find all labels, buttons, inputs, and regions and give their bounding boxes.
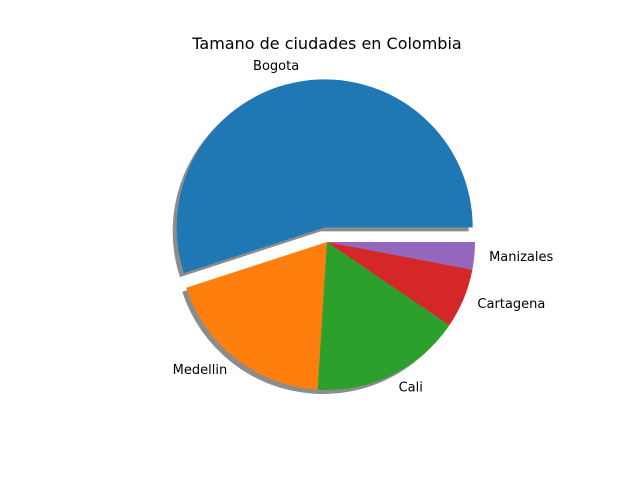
slice-labels: Bogota Medellin Cali Cartagena Manizales	[173, 59, 554, 396]
slice-medellin	[186, 242, 327, 390]
chart-title: Tamano de ciudades en Colombia	[191, 34, 461, 53]
slice-label-cartagena: Cartagena	[477, 297, 545, 312]
pie-slices	[176, 79, 475, 390]
slice-manizales	[327, 242, 475, 270]
slice-cali	[317, 242, 450, 390]
slice-label-bogota: Bogota	[253, 59, 299, 74]
slice-bogota	[176, 79, 473, 274]
slice-label-manizales: Manizales	[489, 250, 553, 265]
slice-label-cali: Cali	[399, 381, 423, 396]
slice-label-medellin: Medellin	[173, 363, 228, 378]
slice-cartagena	[327, 242, 473, 326]
